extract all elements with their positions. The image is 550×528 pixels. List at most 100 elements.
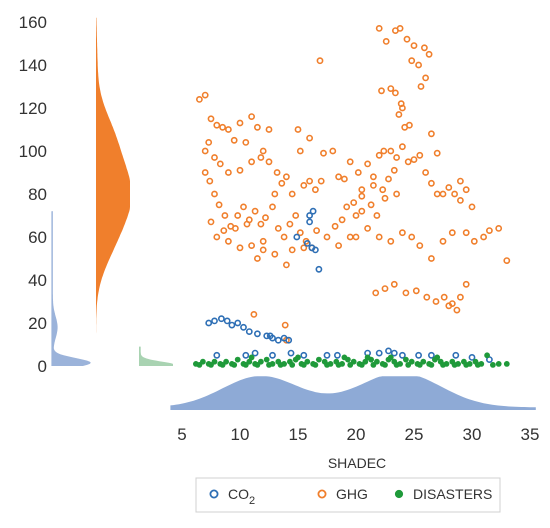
ghg-point xyxy=(503,257,511,264)
ghg-point xyxy=(224,126,232,133)
ghg-point xyxy=(300,244,308,252)
ghg-point xyxy=(381,285,389,292)
disasters-point xyxy=(416,361,423,368)
ghg-point xyxy=(470,237,478,245)
legend-marker-ghg xyxy=(317,489,327,499)
ghg-point xyxy=(445,184,453,191)
ghg-point xyxy=(405,121,413,129)
ghg-point xyxy=(335,173,342,181)
disasters-point xyxy=(434,354,441,361)
disasters-point xyxy=(364,354,371,361)
co2-point xyxy=(242,351,250,359)
disasters-point xyxy=(295,354,301,361)
ghg-point xyxy=(387,85,395,92)
ghg-point xyxy=(439,237,447,245)
ghg-point xyxy=(391,89,399,97)
co2-point xyxy=(211,317,218,325)
ghg-point xyxy=(433,190,441,198)
ghg-point xyxy=(286,220,294,228)
ghg-point xyxy=(387,237,395,245)
y-tick-label: 40 xyxy=(28,271,47,290)
ghg-point xyxy=(387,147,395,155)
ghg-point xyxy=(364,224,371,232)
co2-point xyxy=(263,332,271,340)
co2-point xyxy=(468,353,476,361)
points-layer xyxy=(192,24,511,368)
ghg-point xyxy=(243,220,251,228)
y-tick-label: 160 xyxy=(19,13,47,32)
disasters-point xyxy=(420,358,427,365)
disasters-point xyxy=(393,361,400,368)
ghg-point xyxy=(378,87,385,95)
ghg-point xyxy=(390,280,398,288)
ghg-point xyxy=(416,242,424,249)
ghg-point xyxy=(485,227,493,234)
ghg-point xyxy=(415,61,422,69)
ghg-point xyxy=(240,203,247,211)
ghg-density-area xyxy=(96,17,130,366)
ghg-point xyxy=(224,237,232,245)
ghg-point xyxy=(335,242,342,249)
disasters-point xyxy=(242,361,249,368)
y-tick-label: 60 xyxy=(28,228,47,247)
co2-point xyxy=(306,212,313,219)
ghg-point xyxy=(350,199,358,206)
legend-box xyxy=(195,477,501,513)
y-tick-label: 80 xyxy=(28,185,47,204)
disasters-point xyxy=(370,361,377,368)
disasters-point xyxy=(234,356,241,363)
disasters-point xyxy=(474,361,481,368)
ghg-point xyxy=(236,244,244,252)
disasters-point xyxy=(405,361,412,368)
ghg-point xyxy=(358,186,366,194)
y-tick-label: 120 xyxy=(19,99,47,118)
ghg-point xyxy=(273,169,281,176)
ghg-point xyxy=(398,143,406,151)
ghg-point xyxy=(440,293,448,301)
ghg-point xyxy=(395,111,403,118)
ghg-point xyxy=(253,123,261,131)
legend-marker-disasters xyxy=(394,489,404,499)
ghg-point xyxy=(346,158,354,166)
ghg-point xyxy=(410,42,418,49)
disasters-point xyxy=(373,358,380,365)
ghg-point xyxy=(296,229,304,237)
ghg-point xyxy=(346,233,354,241)
ghg-point xyxy=(281,321,289,329)
ghg-point xyxy=(331,222,339,230)
y-axis-ticks: 0 20 40 60 80 100 120 140 160 xyxy=(19,13,47,376)
ghg-point xyxy=(396,24,404,32)
ghg-point xyxy=(220,227,228,234)
ghg-point xyxy=(306,134,313,142)
ghg-point xyxy=(382,38,390,45)
x-tick-label: 15 xyxy=(289,425,308,444)
co2-point xyxy=(311,246,319,254)
ghg-point xyxy=(375,151,383,159)
x-axis-label: SHADEC xyxy=(328,455,386,471)
ghg-point xyxy=(408,57,416,65)
ghg-point xyxy=(462,280,470,288)
ghg-point xyxy=(462,229,470,237)
ghg-point xyxy=(320,149,327,157)
ghg-point xyxy=(422,74,429,82)
ghg-point xyxy=(367,201,375,209)
co2-point xyxy=(266,332,274,340)
ghg-point xyxy=(398,229,406,237)
density-layer xyxy=(51,17,536,410)
ghg-point xyxy=(338,216,346,224)
co2-point xyxy=(274,336,282,344)
ghg-point xyxy=(250,310,258,318)
y-tick-label: 20 xyxy=(28,314,47,333)
x-density-area xyxy=(170,376,536,410)
ghg-point xyxy=(385,175,392,183)
ghg-point xyxy=(456,293,464,301)
disasters-point xyxy=(196,361,203,368)
disasters-point xyxy=(503,360,510,367)
ghg-point xyxy=(404,158,412,166)
ghg-point xyxy=(373,212,381,219)
co2-point xyxy=(287,349,295,357)
ghg-point xyxy=(381,194,389,202)
co2-point xyxy=(309,207,317,215)
ghg-point xyxy=(257,220,265,228)
x-tick-label: 35 xyxy=(521,425,540,444)
